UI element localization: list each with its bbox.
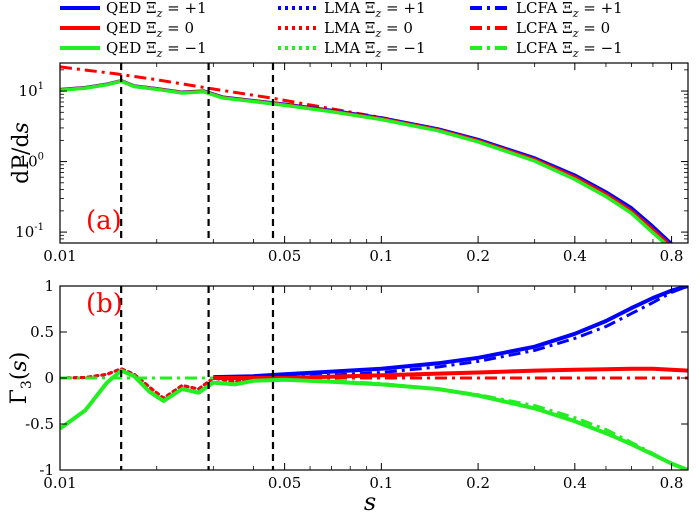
x-tick-label-a-1: 0.05 xyxy=(268,247,301,265)
series-b-qed-xiz-0 xyxy=(213,366,688,380)
series-a-qed-xiz-minus1 xyxy=(60,79,668,243)
y-axis-label-b-close: ) xyxy=(7,352,32,361)
legend-label-lma-xiz-0-text: LMA Ξ xyxy=(324,19,375,37)
y-tick-label-a-2: 101 xyxy=(19,81,44,100)
series-b-lcfa-xiz-minus1 xyxy=(60,376,688,470)
x-tick-label-b-0: 0.01 xyxy=(43,474,76,492)
legend-label-lma-xiz-minus1-text: LMA Ξ xyxy=(324,39,375,57)
x-tick-label-a-5: 0.8 xyxy=(660,247,684,265)
series-b-qed-xiz-minus1 xyxy=(60,368,688,470)
y-axis-label-b: Γ3(s) xyxy=(7,352,35,405)
x-tick-label-b-1: 0.05 xyxy=(268,474,301,492)
y-tick-base-a-0: 10 xyxy=(15,223,34,241)
x-tick-label-a-4: 0.4 xyxy=(563,247,587,265)
legend-label-qed-xiz-0-subscript: z xyxy=(156,27,163,40)
legend-label-qed-xiz-minus1-subscript: z xyxy=(156,47,163,60)
panel-label-b: (b) xyxy=(86,289,123,319)
legend-label-qed-xiz-0: QED Ξz = 0 xyxy=(106,19,194,40)
legend-label-lma-xiz-minus1-value: = −1 xyxy=(381,39,425,57)
legend-label-lcfa-xiz-0-subscript: z xyxy=(572,27,579,40)
y-tick-label-b-0: -1 xyxy=(39,461,54,479)
y-tick-label-a-0: 10-1 xyxy=(15,222,44,241)
legend-label-qed-xiz-minus1-text: QED Ξ xyxy=(106,39,157,57)
legend-label-qed-xiz-0-value: = 0 xyxy=(162,19,194,37)
legend-label-lcfa-xiz-plus1-value: = +1 xyxy=(579,0,623,17)
x-tick-label-b-2: 0.1 xyxy=(369,474,393,492)
legend-label-lma-xiz-plus1-text: LMA Ξ xyxy=(324,0,375,17)
legend-label-lcfa-xiz-plus1: LCFA Ξz = +1 xyxy=(516,0,623,20)
legend-label-qed-xiz-plus1-text: QED Ξ xyxy=(106,0,157,17)
legend-label-lcfa-xiz-plus1-subscript: z xyxy=(572,7,579,20)
legend-label-lcfa-xiz-0-text: LCFA Ξ xyxy=(516,19,573,37)
y-axis-label-b-subscript: 3 xyxy=(19,380,35,389)
x-tick-label-a-3: 0.2 xyxy=(466,247,490,265)
series-b-lcfa-xiz-plus1 xyxy=(60,286,688,380)
legend-label-qed-xiz-plus1-value: = +1 xyxy=(162,0,206,17)
legend-label-lcfa-xiz-minus1: LCFA Ξz = −1 xyxy=(516,39,623,60)
legend-label-lcfa-xiz-minus1-subscript: z xyxy=(572,47,579,60)
legend-label-lcfa-xiz-plus1-text: LCFA Ξ xyxy=(516,0,573,17)
series-a-qed-xiz-plus1 xyxy=(60,79,673,243)
series-a-qed-xiz-0 xyxy=(60,79,671,243)
legend-label-lma-xiz-0: LMA Ξz = 0 xyxy=(324,19,413,40)
x-tick-label-b-5: 0.8 xyxy=(660,474,684,492)
x-tick-label-a-0: 0.01 xyxy=(43,247,76,265)
legend-label-lcfa-xiz-minus1-text: LCFA Ξ xyxy=(516,39,573,57)
legend-label-qed-xiz-0-text: QED Ξ xyxy=(106,19,157,37)
y-tick-label-b-2: 0 xyxy=(44,369,54,387)
x-tick-label-b-3: 0.2 xyxy=(466,474,490,492)
legend-label-lma-xiz-0-value: = 0 xyxy=(381,19,413,37)
y-axis-label-a-text: dP/d xyxy=(9,133,34,183)
x-axis-label: s xyxy=(364,488,376,516)
legend-label-lma-xiz-minus1: LMA Ξz = −1 xyxy=(324,39,426,60)
series-group-b xyxy=(60,286,688,470)
y-axis-label-a: dP/ds xyxy=(9,122,34,184)
y-tick-exponent-a-2: 1 xyxy=(38,81,44,92)
y-tick-base-a-2: 10 xyxy=(19,82,38,100)
y-tick-label-b-1: -0.5 xyxy=(25,415,54,433)
panel-label-a: (a) xyxy=(86,206,122,236)
x-tick-label-b-4: 0.4 xyxy=(563,474,587,492)
y-tick-exponent-a-0: -1 xyxy=(34,222,44,233)
y-tick-label-b-3: 0.5 xyxy=(30,323,54,341)
y-tick-base-a-1: 10 xyxy=(19,153,38,171)
legend-label-lma-xiz-minus1-subscript: z xyxy=(374,47,381,60)
y-tick-label-b-4: 1 xyxy=(44,277,54,295)
y-axis-label-a-var: s xyxy=(9,122,34,133)
legend-label-lma-xiz-plus1-value: = +1 xyxy=(381,0,425,17)
legend-label-lcfa-xiz-minus1-value: = −1 xyxy=(579,39,623,57)
y-axis-label-b-gamma: Γ xyxy=(7,389,32,404)
legend-label-lcfa-xiz-0-value: = 0 xyxy=(579,19,611,37)
panel-b: 0.01 0.05 0.1 0.2 0.4 0.8-1-0.500.51(b)Γ3(s)s xyxy=(7,277,689,516)
legend-label-qed-xiz-plus1: QED Ξz = +1 xyxy=(106,0,207,20)
legend-label-lma-xiz-0-subscript: z xyxy=(374,27,381,40)
legend-label-lcfa-xiz-0: LCFA Ξz = 0 xyxy=(516,19,610,40)
y-axis-label-b-open: ( xyxy=(7,372,32,381)
series-b-lma-xiz-0 xyxy=(60,367,287,400)
y-tick-label-a-1: 100 xyxy=(19,152,44,171)
legend-label-lma-xiz-plus1-subscript: z xyxy=(374,7,381,20)
legend-label-qed-xiz-minus1-value: = −1 xyxy=(162,39,206,57)
plot-frame-a xyxy=(59,62,689,244)
legend-label-qed-xiz-plus1-subscript: z xyxy=(156,7,163,20)
series-group-a xyxy=(60,65,673,243)
x-tick-label-a-2: 0.1 xyxy=(369,247,393,265)
legend-label-qed-xiz-minus1: QED Ξz = −1 xyxy=(106,39,207,60)
series-b-qed-xiz-plus1 xyxy=(213,286,688,380)
series-a-lcfa-xiz-0 xyxy=(60,65,672,243)
y-tick-exponent-a-1: 0 xyxy=(38,152,44,163)
y-axis-label-b-var: s xyxy=(7,360,32,371)
legend-label-lma-xiz-plus1: LMA Ξz = +1 xyxy=(324,0,426,20)
